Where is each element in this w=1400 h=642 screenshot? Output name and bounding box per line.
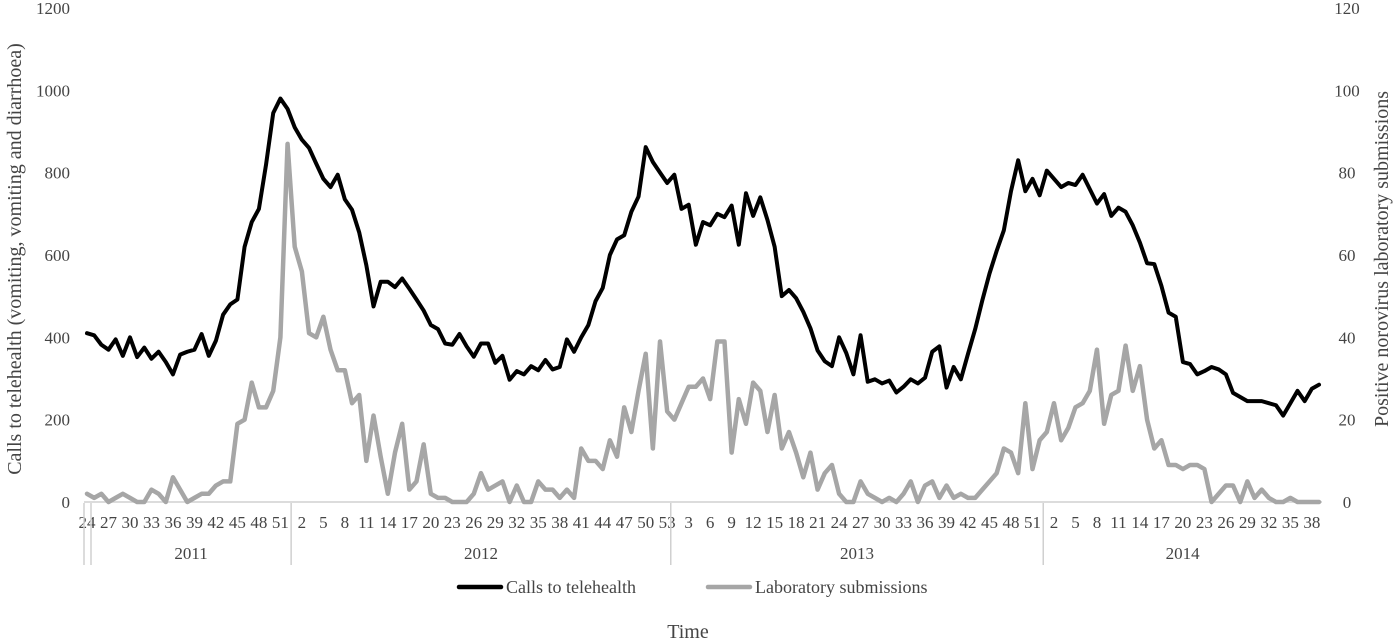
x-tick-label: 20 [1174, 513, 1191, 532]
y-tick-left: 1200 [36, 0, 70, 18]
x-tick-label: 6 [706, 513, 715, 532]
x-tick-label: 53 [659, 513, 676, 532]
x-tick-label: 51 [272, 513, 289, 532]
x-tick-label: 24 [831, 513, 849, 532]
series-line-lab [84, 141, 1322, 505]
x-tick-label: 15 [766, 513, 783, 532]
y-tick-right: 60 [1339, 246, 1356, 265]
x-tick-label: 17 [1153, 513, 1171, 532]
y-tick-left: 1000 [36, 81, 70, 100]
legend-label-calls: Calls to telehealth [506, 577, 636, 597]
x-tick-label: 30 [874, 513, 891, 532]
year-label: 2013 [840, 544, 874, 563]
x-tick-label: 48 [1003, 513, 1020, 532]
x-tick-label: 47 [616, 513, 634, 532]
x-tick-label: 32 [508, 513, 525, 532]
series-line-calls [85, 96, 1321, 418]
x-tick-label: 33 [895, 513, 912, 532]
x-tick-label: 32 [1260, 513, 1277, 532]
year-label: 2014 [1166, 544, 1201, 563]
x-tick-label: 2 [1050, 513, 1059, 532]
year-label: 2011 [174, 544, 207, 563]
x-tick-label: 2 [298, 513, 307, 532]
x-tick-label: 42 [207, 513, 224, 532]
x-tick-label: 35 [530, 513, 547, 532]
x-tick-label: 41 [573, 513, 590, 532]
x-tick-label: 33 [143, 513, 160, 532]
x-tick-label: 30 [121, 513, 138, 532]
x-tick-label: 11 [358, 513, 374, 532]
x-tick-label: 36 [164, 513, 181, 532]
legend: Calls to telehealth Laboratory submissio… [456, 577, 928, 597]
x-tick-label: 45 [981, 513, 998, 532]
y-axis-title-left: Calls to telehealth (vomiting, vomiting … [4, 43, 26, 475]
x-axis-title: Time [667, 621, 709, 642]
x-tick-label: 26 [465, 513, 482, 532]
x-tick-label: 11 [1110, 513, 1126, 532]
y-tick-left: 400 [45, 328, 71, 347]
y-axis-title-right: Positive norovirus laboratory submission… [1371, 91, 1393, 427]
x-tick-label: 21 [809, 513, 826, 532]
x-tick-label: 26 [1217, 513, 1234, 532]
y-tick-left: 800 [45, 164, 71, 183]
x-tick-label: 5 [319, 513, 328, 532]
x-tick-label: 8 [341, 513, 350, 532]
left-axis-ticks: 0 200 400 600 800 1000 1200 [36, 0, 70, 512]
x-tick-label: 3 [684, 513, 693, 532]
x-tick-label: 42 [960, 513, 977, 532]
y-tick-right: 20 [1339, 411, 1356, 430]
x-tick-label: 20 [422, 513, 439, 532]
x-axis: 24 27 30 33 36 39 42 45 48 51 2 5 8 11 14 17 20 23 26 29 32 3… [79, 501, 1322, 565]
series-layer [84, 96, 1322, 505]
y-tick-left: 0 [62, 493, 71, 512]
x-tick-label: 36 [917, 513, 934, 532]
x-tick-label: 27 [852, 513, 870, 532]
x-tick-label: 48 [250, 513, 267, 532]
x-tick-label: 24 [79, 513, 97, 532]
x-tick-label: 23 [444, 513, 461, 532]
y-tick-left: 200 [45, 411, 71, 430]
x-tick-label: 45 [229, 513, 246, 532]
x-tick-label: 14 [379, 513, 397, 532]
x-tick-label: 8 [1093, 513, 1102, 532]
x-tick-label: 29 [1239, 513, 1256, 532]
y-tick-right: 0 [1343, 493, 1352, 512]
x-tick-label: 17 [401, 513, 419, 532]
x-tick-label: 39 [186, 513, 203, 532]
x-tick-label: 29 [487, 513, 504, 532]
x-tick-label: 5 [1071, 513, 1080, 532]
x-tick-label: 23 [1196, 513, 1213, 532]
legend-label-lab: Laboratory submissions [755, 577, 928, 597]
y-tick-right: 100 [1334, 81, 1360, 100]
x-tick-label: 14 [1131, 513, 1149, 532]
x-tick-label: 38 [1303, 513, 1320, 532]
y-tick-right: 80 [1339, 164, 1356, 183]
x-tick-label: 12 [745, 513, 762, 532]
x-tick-label: 27 [100, 513, 118, 532]
y-tick-left: 600 [45, 246, 71, 265]
x-tick-label: 9 [727, 513, 736, 532]
year-label: 2012 [464, 544, 498, 563]
x-tick-label: 39 [938, 513, 955, 532]
x-tick-label: 38 [551, 513, 568, 532]
y-tick-right: 120 [1334, 0, 1360, 18]
x-tick-label: 51 [1024, 513, 1041, 532]
x-tick-label: 50 [637, 513, 654, 532]
x-tick-label: 44 [594, 513, 612, 532]
right-axis-ticks: 0 20 40 60 80 100 120 [1334, 0, 1360, 512]
x-tick-label: 35 [1282, 513, 1299, 532]
y-tick-right: 40 [1339, 328, 1356, 347]
x-tick-label: 18 [788, 513, 805, 532]
